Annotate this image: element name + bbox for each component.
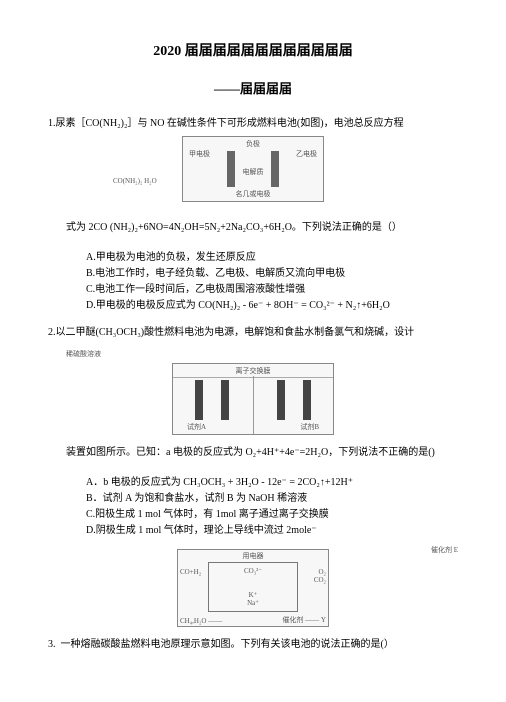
q2-figure: 离子交换膜 试剂A 试剂B: [48, 363, 458, 440]
q3-fig-left-gas: CO+H₂: [180, 568, 201, 576]
document-page: 2020 届届届届届届届届届届届届 ——届届届届 1.尿素［CO(NH₂)₂］与…: [0, 0, 506, 702]
q3-stem: 3. 一种熔融碳酸盐燃料电池原理示意如图。下列有关该电池的说法正确的是(）: [48, 636, 458, 653]
q1-fig-right-label: 乙电极: [296, 149, 317, 159]
q2-fig-right: 试剂B: [300, 422, 319, 432]
q1-fig-left-label: 甲电极: [189, 149, 210, 159]
q3-fig-left-out: CH₄,H₂O ——: [180, 617, 222, 625]
q2-stem-b: 装置如图所示。已知：a 电极的反应式为 O₂+4H⁺+4e⁻=2H₂O，下列说法…: [48, 444, 458, 461]
q1-fig-top: 负极: [183, 139, 323, 149]
q2-stem-a: 2.以二甲醚(CH₃OCH₃)酸性燃料电池为电源，电解饱和食盐水制备氯气和烧碱，…: [48, 324, 458, 341]
q3-figure: 用电器 CO₃²⁻ K⁺ Na⁺ CO+H₂ O₂ CO₂ CH₄,H₂O ——…: [48, 549, 458, 632]
q1-stem-a: 1.尿素［CO(NH₂)₂］与 NO 在碱性条件下可形成燃料电池(如图)，电池总…: [48, 115, 458, 132]
q2-choice-b: B．试剂 A 为饱和食盐水，试剂 B 为 NaOH 稀溶液: [86, 491, 458, 507]
q1-choice-b: B.电池工作时，电子经负载、乙电极、电解质又流向甲电极: [86, 266, 458, 282]
q2-number: 2.: [48, 327, 56, 338]
q1-figure: 负极 甲电极 乙电极 电解质 名几或电极 CO(NH₂)₂ H₂O: [48, 136, 458, 215]
q3-row: 催化剂 E 用电器 CO₃²⁻ K⁺ Na⁺ CO+H₂ O₂ CO₂ CH₄,…: [48, 549, 458, 653]
q1-fig-mid: 电解质: [183, 167, 323, 177]
q1-fig-left-side: CO(NH₂)₂ H₂O: [113, 177, 253, 185]
q3-fig-bottom: 催化剂 —— Y: [282, 615, 326, 625]
q2-choice-c: C.阳极生成 1 mol 气体时，有 1mol 离子通过离子交换膜: [86, 507, 458, 523]
q3-side-label: 催化剂 E: [431, 545, 458, 555]
q3-fig-right-gas: O₂ CO₂: [314, 568, 326, 584]
q1-choices: A.甲电极为电池的负极，发生还原反应 B.电池工作时，电子经负载、乙电极、电解质…: [48, 250, 458, 314]
q2-choice-d: D.阴极生成 1 mol 气体时，理论上导线中流过 2mole⁻: [86, 523, 458, 539]
q1-choice-c: C.电池工作一段时间后，乙电极周围溶液酸性增强: [86, 282, 458, 298]
page-subtitle: ——届届届届: [48, 78, 458, 97]
q1-stem-b: 式为 2CO (NH₂)₂+6NO=4N₂OH=5N₂+2Na₂CO₃+6H₂O…: [48, 219, 458, 236]
q3-fig-co3: CO₃²⁻: [209, 567, 297, 575]
q1-fig-bottom: 名几或电极: [183, 189, 323, 199]
q2-choice-a: A．b 电极的反应式为 CH₃OCH₃ + 3H₂O - 12e⁻ = 2CO₂…: [86, 475, 458, 491]
q3-number: 3.: [48, 639, 56, 650]
q2-upper-left-label: 稀硫酸溶液: [48, 349, 458, 359]
q3-fig-top: 用电器: [178, 551, 328, 561]
q2-fig-left: 试剂A: [187, 422, 206, 432]
q2-choices: A．b 电极的反应式为 CH₃OCH₃ + 3H₂O - 12e⁻ = 2CO₂…: [48, 475, 458, 539]
q1-number: 1.: [48, 118, 56, 129]
q1-choice-a: A.甲电极为电池的负极，发生还原反应: [86, 250, 458, 266]
q1-choice-d: D.甲电极的电极反应式为 CO(NH₂)₂ - 6e⁻ + 8OH⁻ = CO₃…: [86, 298, 458, 314]
page-title: 2020 届届届届届届届届届届届届: [48, 40, 458, 60]
q3-fig-kna: K⁺ Na⁺: [209, 591, 297, 607]
